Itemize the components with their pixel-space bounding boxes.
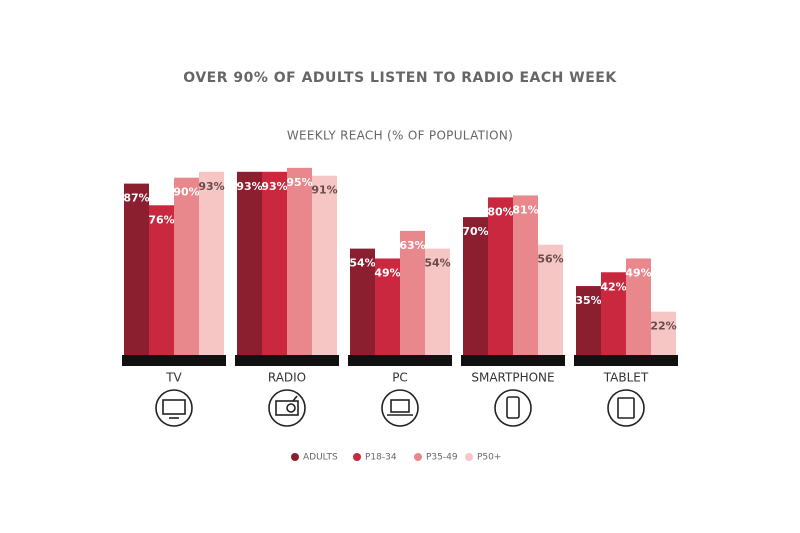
legend-swatch — [291, 453, 299, 461]
bar — [174, 177, 199, 355]
tv-icon — [155, 389, 193, 427]
category-strip — [235, 355, 339, 366]
value-label: 80% — [487, 205, 513, 218]
legend-label: ADULTS — [303, 453, 338, 463]
value-label: 91% — [311, 184, 337, 197]
bar — [488, 197, 513, 355]
bar — [576, 286, 601, 355]
smartphone-icon — [494, 389, 532, 427]
legend-label: P18-34 — [365, 453, 397, 463]
value-label: 93% — [261, 180, 287, 193]
bar — [375, 258, 400, 355]
category-strip — [348, 355, 452, 366]
value-label: 42% — [600, 280, 626, 293]
bar — [149, 205, 174, 355]
bar — [350, 248, 375, 355]
bar — [538, 244, 563, 355]
bar — [199, 171, 224, 355]
x-tick-label: TV — [165, 371, 182, 385]
category-strip — [122, 355, 226, 366]
chart-title: OVER 90% OF ADULTS LISTEN TO RADIO EACH … — [183, 70, 617, 86]
bar — [400, 230, 425, 355]
x-tick-label: TABLET — [603, 371, 649, 385]
value-label: 90% — [173, 186, 199, 199]
value-label: 93% — [236, 180, 262, 193]
chart-subtitle: WEEKLY REACH (% OF POPULATION) — [287, 129, 513, 143]
bar — [237, 171, 262, 355]
x-tick-label: PC — [392, 371, 408, 385]
x-tick-label: RADIO — [268, 371, 306, 385]
legend-swatch — [353, 453, 361, 461]
value-label: 70% — [462, 225, 488, 238]
legend-swatch — [465, 453, 473, 461]
pc-icon — [381, 389, 419, 427]
category-strip — [461, 355, 565, 366]
bar — [312, 175, 337, 355]
bar — [601, 272, 626, 355]
radio-icon — [268, 389, 306, 427]
value-label: 81% — [512, 203, 538, 216]
value-label: 54% — [424, 257, 450, 270]
bar — [651, 311, 676, 355]
value-label: 76% — [148, 213, 174, 226]
category-strip — [574, 355, 678, 366]
value-label: 93% — [198, 180, 224, 193]
value-label: 63% — [399, 239, 425, 252]
bar — [425, 248, 450, 355]
value-label: 49% — [625, 266, 651, 279]
value-label: 87% — [123, 192, 149, 205]
bar — [287, 167, 312, 355]
tablet-icon — [607, 389, 645, 427]
bar — [124, 183, 149, 355]
legend-label: P50+ — [477, 453, 501, 463]
bar — [626, 258, 651, 355]
bar — [262, 171, 287, 355]
bar — [463, 217, 488, 355]
legend-swatch — [414, 453, 422, 461]
value-label: 49% — [374, 266, 400, 279]
value-label: 54% — [349, 257, 375, 270]
bar — [513, 195, 538, 355]
value-label: 35% — [575, 294, 601, 307]
x-tick-label: SMARTPHONE — [471, 371, 554, 385]
value-label: 56% — [537, 253, 563, 266]
value-label: 95% — [286, 176, 312, 189]
value-label: 22% — [650, 320, 676, 333]
legend-label: P35-49 — [426, 453, 458, 463]
